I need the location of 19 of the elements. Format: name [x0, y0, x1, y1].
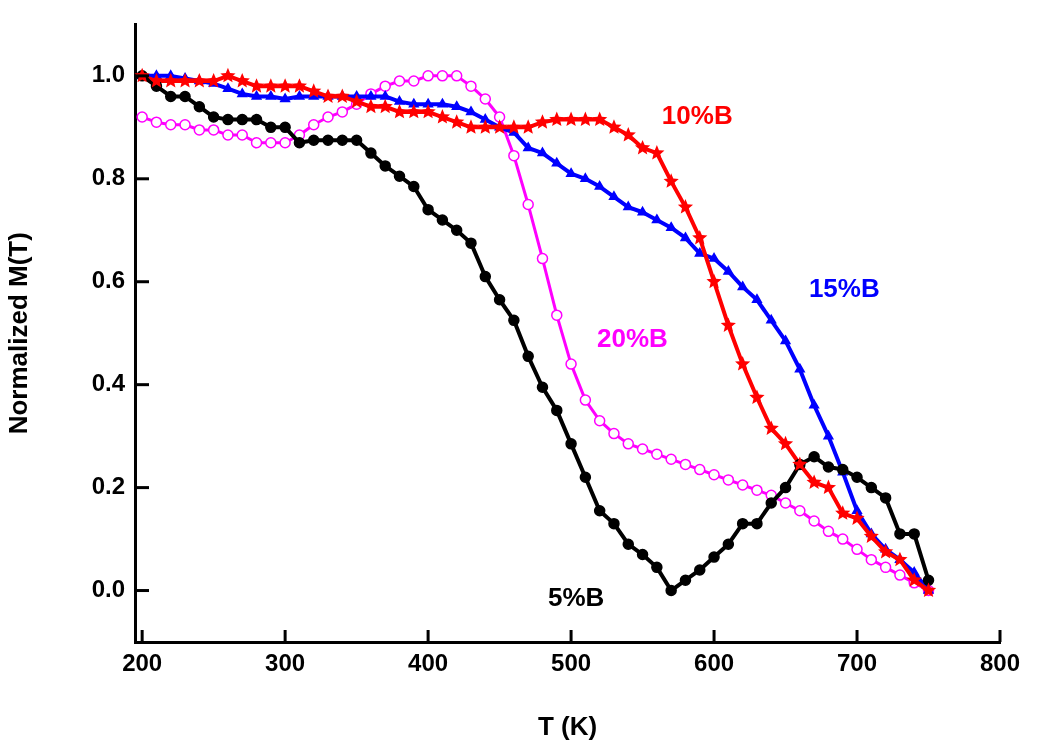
y-axis-title: Normalized M(T) [2, 232, 33, 435]
series-label: 20%B [596, 322, 668, 353]
x-tick-label: 800 [979, 649, 1021, 677]
y-tick-label: 0.6 [91, 266, 125, 294]
x-tick-label: 200 [122, 649, 163, 677]
y-tick-label: 0.8 [91, 163, 125, 191]
x-tick-label: 400 [408, 649, 449, 677]
y-tick-label: 1.0 [91, 60, 125, 88]
x-axis-title: T (K) [537, 710, 598, 741]
y-tick-label: 0.0 [91, 575, 125, 603]
y-tick-label: 0.4 [91, 369, 126, 397]
x-tick-label: 500 [551, 649, 592, 677]
series-label: 10%B [661, 100, 733, 131]
series-label: 5%B [547, 581, 605, 612]
x-tick-label: 600 [694, 649, 735, 677]
series-label: 15%B [808, 273, 880, 304]
x-tick-label: 700 [837, 649, 878, 677]
y-tick-label: 0.2 [91, 472, 125, 500]
x-tick-label: 300 [265, 649, 306, 677]
